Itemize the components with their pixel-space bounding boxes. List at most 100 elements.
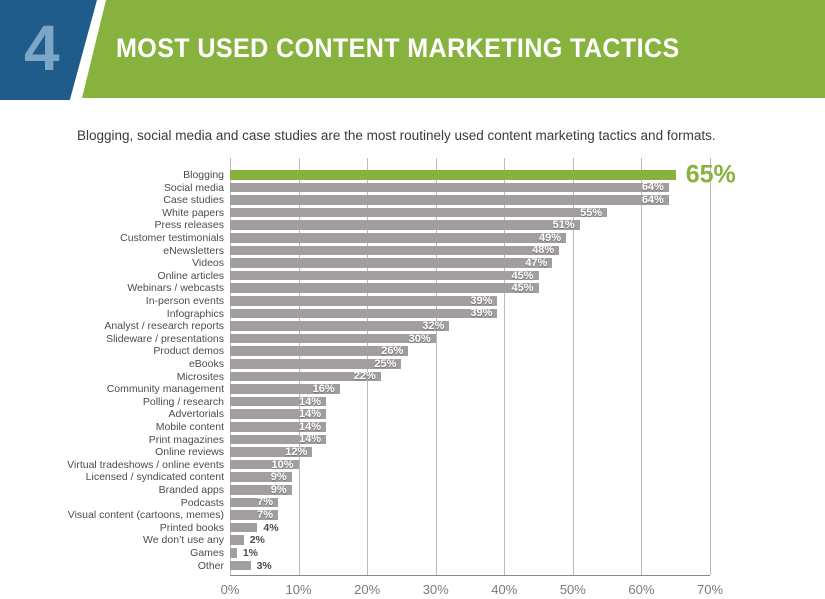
category-label: Microsites bbox=[176, 370, 224, 383]
category-label: eBooks bbox=[188, 358, 224, 370]
category-label: Online articles bbox=[157, 269, 224, 282]
x-tick-label: 10% bbox=[285, 582, 312, 597]
value-label: 1% bbox=[242, 547, 259, 559]
category-label: eNewsletters bbox=[163, 244, 224, 257]
bar: 32% bbox=[230, 319, 450, 332]
gridline bbox=[572, 158, 574, 575]
bar bbox=[230, 548, 237, 558]
bar: 45% bbox=[230, 282, 539, 295]
category-label: Product demos bbox=[153, 345, 224, 358]
value-label: 22% bbox=[353, 370, 376, 383]
category-label: Case studies bbox=[163, 194, 224, 207]
x-tick-label: 50% bbox=[559, 582, 586, 597]
category-label: Community management bbox=[106, 383, 224, 396]
bar: 39% bbox=[230, 307, 498, 320]
category-label: Analyst / research reports bbox=[104, 320, 224, 333]
category-label: Other bbox=[197, 559, 224, 572]
value-label: 14% bbox=[298, 433, 321, 446]
value-label: 26% bbox=[381, 345, 404, 358]
x-tick-label: 20% bbox=[354, 582, 381, 597]
bar bbox=[230, 560, 251, 571]
bar-chart: Blogging 65% Social media 64% Case studies 64… bbox=[0, 158, 825, 599]
bar: 55% bbox=[230, 206, 608, 219]
value-label: 7% bbox=[257, 496, 273, 509]
bar: 26% bbox=[230, 345, 409, 358]
highlight-value-label: 65% bbox=[685, 160, 736, 189]
category-label: White papers bbox=[162, 206, 224, 219]
bar: 45% bbox=[230, 269, 539, 282]
bar: 9% bbox=[230, 471, 292, 484]
value-label: 25% bbox=[374, 357, 397, 370]
category-label: Podcasts bbox=[180, 496, 224, 509]
value-label: 64% bbox=[641, 181, 664, 194]
category-label: We don’t use any bbox=[143, 534, 224, 547]
value-label: 7% bbox=[257, 508, 273, 521]
value-label: 64% bbox=[641, 193, 664, 206]
value-label: 16% bbox=[312, 382, 335, 395]
category-label: Webinars / webcasts bbox=[127, 282, 224, 295]
bar: 14% bbox=[230, 408, 326, 421]
value-label: 14% bbox=[298, 408, 321, 421]
value-label: 12% bbox=[285, 445, 308, 458]
category-label: Customer testimonials bbox=[120, 232, 224, 244]
page-title: MOST USED CONTENT MARKETING TACTICS bbox=[116, 33, 680, 63]
bar: 25% bbox=[230, 357, 402, 370]
value-label: 45% bbox=[511, 282, 534, 295]
bar: 14% bbox=[230, 421, 326, 433]
bar: 14% bbox=[230, 433, 326, 446]
value-label: 39% bbox=[470, 307, 493, 320]
value-label: 39% bbox=[470, 294, 493, 307]
category-label: Online reviews bbox=[155, 446, 224, 459]
gridline bbox=[710, 158, 711, 575]
chart-subtitle: Blogging, social media and case studies … bbox=[77, 128, 716, 143]
value-label: 49% bbox=[538, 231, 561, 244]
category-label: Social media bbox=[163, 181, 224, 194]
bar bbox=[230, 522, 258, 533]
category-label: Advertorials bbox=[168, 408, 224, 421]
bar-rows-layer: Blogging 65% Social media 64% Case studies 64… bbox=[0, 158, 825, 599]
bar: 10% bbox=[230, 458, 299, 471]
category-label: Slideware / presentations bbox=[106, 332, 224, 345]
category-label: Branded apps bbox=[158, 484, 224, 496]
value-label: 55% bbox=[580, 206, 603, 219]
value-label: 9% bbox=[270, 471, 287, 484]
category-label: Games bbox=[190, 547, 224, 559]
value-label: 30% bbox=[408, 332, 431, 345]
category-label: Polling / research bbox=[142, 395, 224, 408]
category-label: Videos bbox=[192, 257, 224, 270]
category-label: Print magazines bbox=[148, 433, 224, 446]
category-label: Press releases bbox=[154, 219, 224, 232]
bar: 64% bbox=[230, 193, 669, 206]
value-label: 10% bbox=[271, 458, 294, 471]
bar: 48% bbox=[230, 244, 560, 256]
bar: 7% bbox=[230, 508, 278, 521]
value-label: 4% bbox=[263, 521, 279, 534]
value-label: 32% bbox=[422, 319, 445, 332]
value-label: 3% bbox=[256, 559, 272, 572]
bar: 9% bbox=[230, 483, 292, 496]
value-label: 2% bbox=[249, 534, 265, 547]
value-label: 45% bbox=[511, 269, 534, 282]
section-number: 4 bbox=[24, 12, 60, 85]
bar: 16% bbox=[230, 382, 340, 395]
category-label: Mobile content bbox=[155, 421, 224, 433]
bar: 47% bbox=[230, 257, 553, 269]
value-label: 9% bbox=[270, 483, 287, 496]
x-tick-label: 0% bbox=[220, 582, 240, 597]
bar: 49% bbox=[230, 231, 566, 244]
category-label: Blogging bbox=[183, 169, 224, 181]
bar: 12% bbox=[230, 445, 313, 458]
category-label: Virtual tradeshows / online events bbox=[67, 458, 224, 471]
gridline bbox=[504, 158, 506, 575]
category-label: In-person events bbox=[145, 295, 224, 307]
highlight-bar bbox=[230, 170, 676, 180]
page-header: 4 MOST USED CONTENT MARKETING TACTICS bbox=[0, 0, 825, 100]
bar: 22% bbox=[230, 370, 381, 383]
category-label: Visual content (cartoons, memes) bbox=[67, 509, 224, 522]
category-label: Infographics bbox=[166, 307, 224, 320]
gridline bbox=[641, 158, 643, 575]
x-tick-label: 40% bbox=[491, 582, 518, 597]
bar: 39% bbox=[230, 294, 498, 307]
bar: 64% bbox=[230, 181, 669, 194]
